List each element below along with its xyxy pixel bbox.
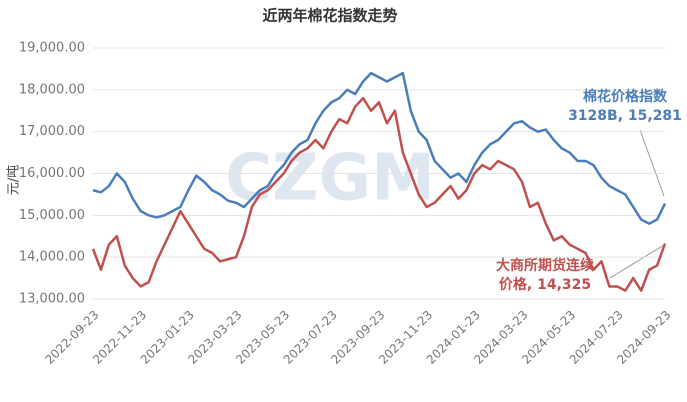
annotation: 棉花价格指数: [583, 88, 668, 105]
annotation: 3128B, 15,281: [568, 108, 682, 124]
leader-line: [639, 129, 665, 197]
y-tick-label: 17,000.00: [19, 124, 85, 139]
chart-title: 近两年棉花指数走势: [262, 7, 397, 25]
y-tick-label: 16,000.00: [19, 166, 85, 181]
y-tick-label: 19,000.00: [19, 41, 85, 56]
y-tick-label: 15,000.00: [19, 208, 85, 223]
series-line: [92, 71, 667, 225]
y-tick-label: 18,000.00: [19, 82, 85, 97]
y-tick-label: 14,000.00: [19, 250, 85, 265]
watermark: CZGM: [225, 142, 435, 216]
annotation: 大商所期货连续: [496, 257, 594, 274]
annotation: 价格, 14,325: [499, 276, 591, 293]
leader-line: [609, 244, 665, 279]
series-line: [91, 96, 667, 292]
y-tick-label: 13,000.00: [19, 292, 85, 307]
y-axis-title: 元/吨: [7, 165, 22, 195]
